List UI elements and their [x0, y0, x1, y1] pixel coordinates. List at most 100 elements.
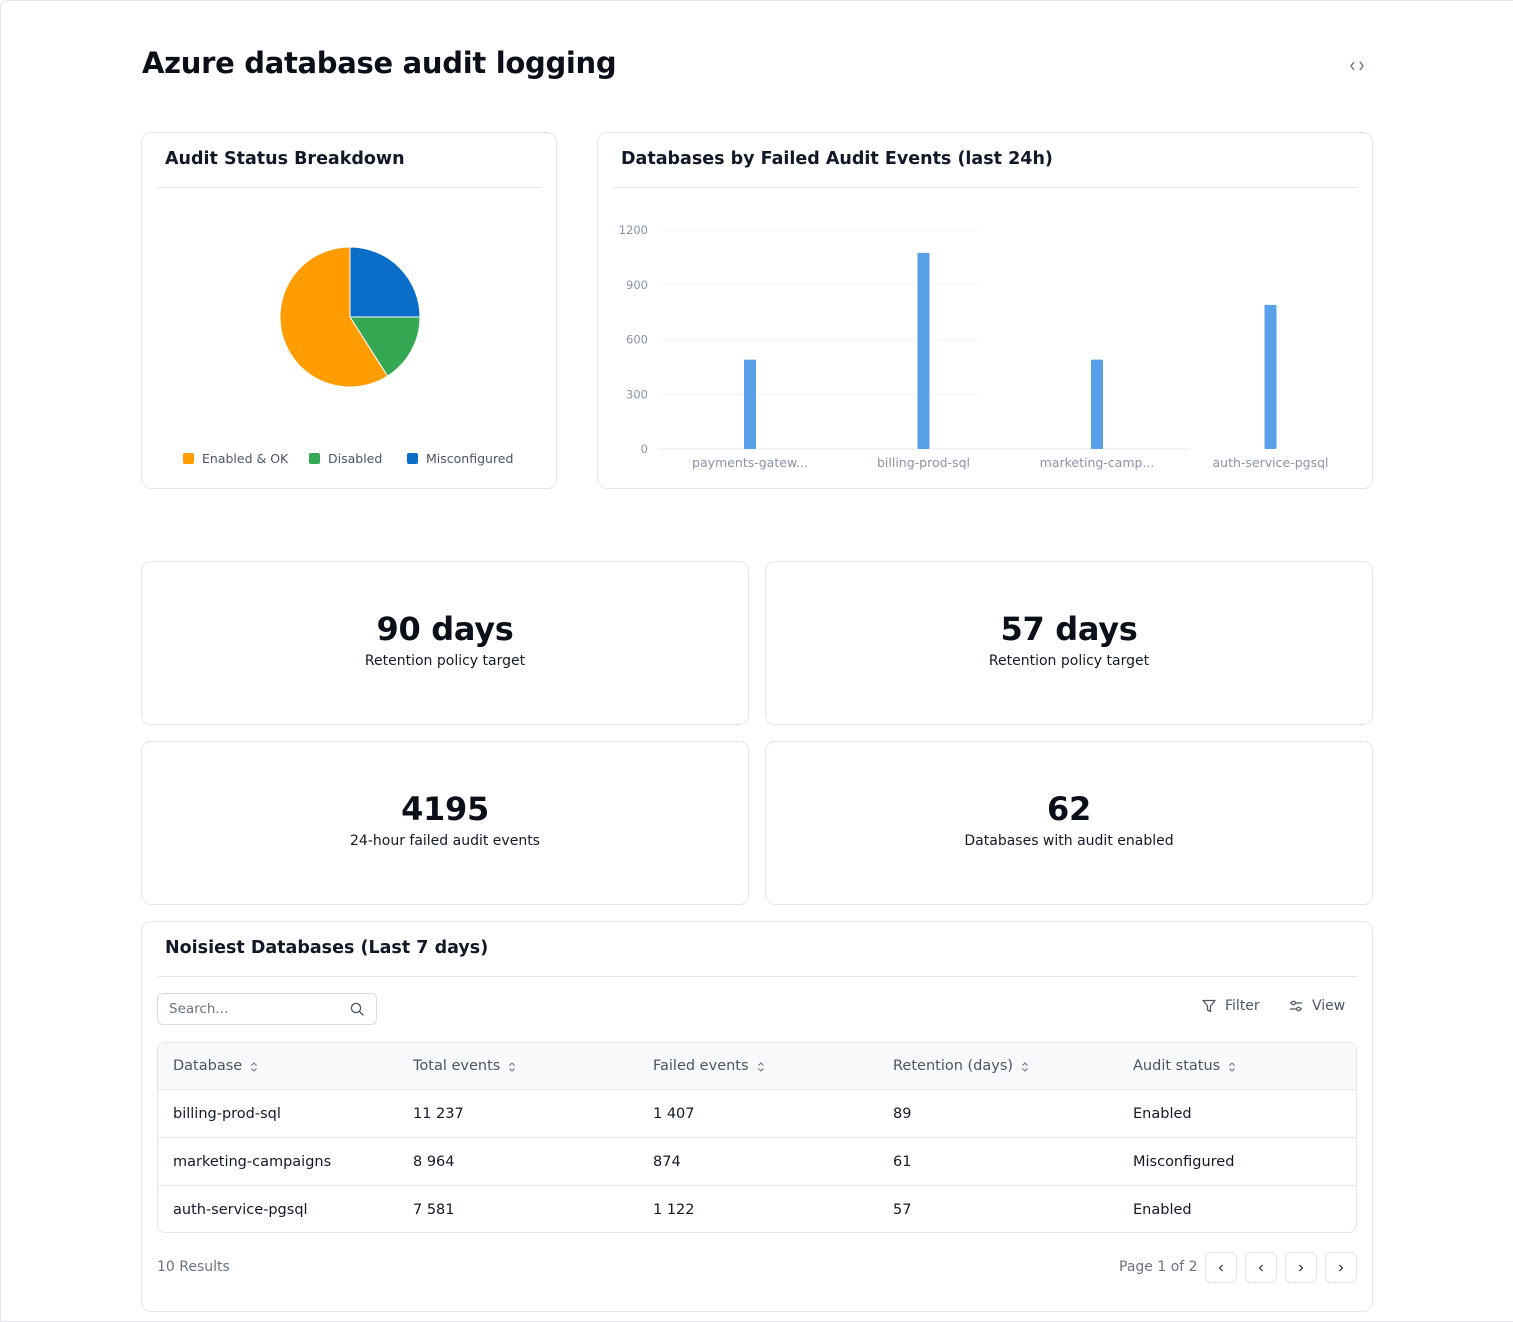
chevron-left-icon: [1258, 1264, 1263, 1271]
column-header-retention[interactable]: Retention (days): [893, 1043, 1029, 1090]
stat-value: 4195: [401, 790, 489, 828]
card-divider: [157, 187, 541, 188]
legend-item-misconfigured[interactable]: Misconfigured: [407, 451, 513, 466]
stat-value: 57 days: [1000, 610, 1138, 648]
sort-icon: [251, 1061, 258, 1072]
chevron-left-icon: [1218, 1264, 1223, 1271]
x-tick-label: payments-gatew...: [692, 455, 808, 470]
column-header-total-events[interactable]: Total events: [413, 1043, 516, 1090]
next-page-button[interactable]: [1285, 1252, 1317, 1283]
chevron-right-icon: [1299, 1264, 1304, 1271]
code-view-icon[interactable]: [1346, 56, 1368, 76]
page-title: Azure database audit logging: [142, 46, 617, 80]
first-page-button[interactable]: [1205, 1252, 1237, 1283]
noisiest-databases-title: Noisiest Databases (Last 7 days): [165, 938, 489, 958]
cell-retention: 57: [893, 1202, 912, 1218]
view-label: View: [1312, 998, 1346, 1014]
search-box: [157, 993, 377, 1025]
cell-retention: 89: [893, 1106, 912, 1122]
x-tick-label: marketing-camp...: [1040, 455, 1155, 470]
last-page-button[interactable]: [1325, 1252, 1357, 1283]
stat-label: Databases with audit enabled: [964, 833, 1174, 849]
filter-button[interactable]: Filter: [1201, 998, 1260, 1014]
cell-database: marketing-campaigns: [173, 1154, 332, 1170]
stat-card-retention-target: 90 days Retention policy target: [141, 561, 749, 725]
bar[interactable]: [1091, 359, 1103, 449]
x-tick-label: auth-service-pgsql: [1213, 455, 1329, 470]
bar[interactable]: [1264, 304, 1277, 449]
card-divider: [613, 187, 1357, 188]
legend-swatch: [183, 453, 194, 464]
cell-failed-events: 1 407: [653, 1106, 695, 1122]
view-button[interactable]: View: [1288, 998, 1345, 1014]
stat-value: 62: [1047, 790, 1091, 828]
cell-total-events: 8 964: [413, 1154, 455, 1170]
legend-label: Misconfigured: [426, 451, 514, 466]
column-header-failed-events[interactable]: Failed events: [653, 1043, 765, 1090]
filter-icon: [1202, 999, 1216, 1013]
previous-page-button[interactable]: [1245, 1252, 1277, 1283]
card-divider: [157, 976, 1357, 977]
legend-item-enabled[interactable]: Enabled & OK: [183, 451, 288, 466]
pie-slice-misconfigured[interactable]: [349, 246, 421, 318]
stat-card-audit-enabled: 62 Databases with audit enabled: [765, 741, 1373, 905]
stat-label: 24-hour failed audit events: [350, 833, 540, 849]
y-tick-label: 1200: [619, 223, 648, 237]
cell-audit-status: Enabled: [1133, 1106, 1192, 1122]
column-header-database[interactable]: Database: [173, 1043, 258, 1090]
table-row[interactable]: auth-service-pgsql 7 581 1 122 57 Enable…: [158, 1186, 1356, 1232]
failed-events-title: Databases by Failed Audit Events (last 2…: [621, 149, 1053, 169]
cell-failed-events: 1 122: [653, 1202, 695, 1218]
noisiest-databases-card: Noisiest Databases (Last 7 days) Filter …: [141, 921, 1373, 1312]
pie-slice-disabled[interactable]: [349, 316, 421, 377]
y-tick-label: 900: [626, 278, 648, 292]
cell-database: billing-prod-sql: [173, 1106, 281, 1122]
y-tick-label: 300: [626, 387, 648, 401]
stat-card-failed-events: 4195 24-hour failed audit events: [141, 741, 749, 905]
y-tick-label: 0: [641, 442, 648, 456]
audit-status-card: Audit Status Breakdown Enabled & OK Disa…: [141, 132, 557, 489]
legend-swatch: [309, 453, 320, 464]
results-count: 10 Results: [157, 1259, 230, 1275]
table-header: Database Total events Failed events Rete…: [158, 1043, 1356, 1090]
legend-item-disabled[interactable]: Disabled: [309, 451, 382, 466]
filter-label: Filter: [1225, 998, 1260, 1014]
page-indicator: Page 1 of 2: [1119, 1259, 1198, 1275]
search-icon[interactable]: [350, 1002, 364, 1016]
column-header-label: Failed events: [653, 1058, 749, 1074]
table-row[interactable]: billing-prod-sql 11 237 1 407 89 Enabled: [158, 1090, 1356, 1138]
legend-swatch: [407, 453, 418, 464]
stat-card-retention-actual: 57 days Retention policy target: [765, 561, 1373, 725]
legend-label: Enabled & OK: [202, 451, 289, 466]
audit-status-pie-chart: [279, 246, 421, 388]
cell-audit-status: Enabled: [1133, 1202, 1192, 1218]
chevron-right-icon: [1339, 1264, 1344, 1271]
sort-icon: [1229, 1061, 1236, 1072]
sliders-icon: [1290, 1000, 1302, 1012]
stat-label: Retention policy target: [988, 653, 1150, 669]
failed-events-bar-chart: 0 300 600 900 1200 payments-gatew... billing-p…: [619, 223, 1329, 470]
search-input[interactable]: [169, 994, 349, 1024]
x-tick-label: billing-prod-sql: [877, 455, 970, 470]
cell-total-events: 7 581: [413, 1202, 455, 1218]
pie-slice-enabled-ok[interactable]: [279, 246, 389, 388]
databases-table: Database Total events Failed events Rete…: [157, 1042, 1357, 1233]
failed-events-card: Databases by Failed Audit Events (last 2…: [597, 132, 1373, 489]
cell-total-events: 11 237: [413, 1106, 464, 1122]
audit-status-title: Audit Status Breakdown: [165, 149, 405, 169]
legend-label: Disabled: [328, 451, 383, 466]
cell-failed-events: 874: [653, 1154, 681, 1170]
sort-icon: [1022, 1061, 1028, 1072]
column-header-label: Database: [173, 1058, 243, 1074]
y-tick-label: 600: [626, 333, 648, 347]
sort-icon: [509, 1061, 516, 1072]
column-header-label: Total events: [413, 1058, 501, 1074]
stat-value: 90 days: [376, 610, 514, 648]
stat-label: Retention policy target: [364, 653, 526, 669]
table-row[interactable]: marketing-campaigns 8 964 874 61 Misconf…: [158, 1138, 1356, 1186]
column-header-label: Audit status: [1133, 1058, 1221, 1074]
column-header-audit-status[interactable]: Audit status: [1133, 1043, 1236, 1090]
bar[interactable]: [917, 252, 930, 449]
bar[interactable]: [744, 359, 756, 449]
sort-icon: [757, 1061, 764, 1072]
